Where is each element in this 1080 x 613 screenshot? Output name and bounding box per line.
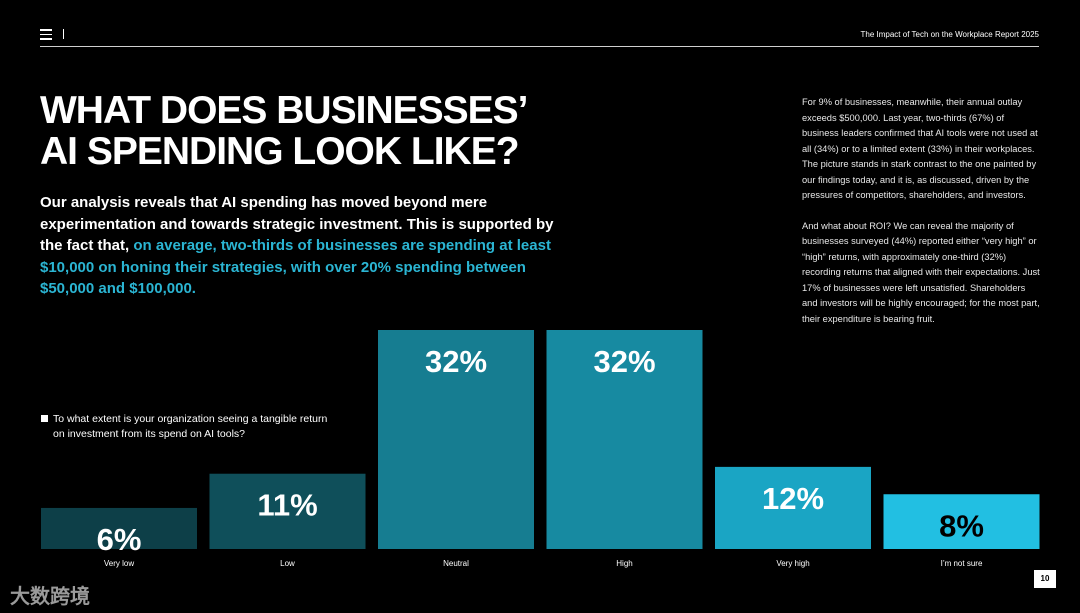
bar-chart: 6% Very low 11% Low 32% Neutral 32% High 12% Very… <box>41 330 1040 568</box>
lead-text: Our analysis reveals that AI spending ha… <box>40 194 554 254</box>
data-label-high: 32% <box>593 344 655 379</box>
bullet-square-icon <box>41 415 48 422</box>
sidebar-paragraph-2: And what about ROI? We can reveal the ma… <box>802 220 1040 324</box>
bar-very-high <box>715 466 871 549</box>
lead-paragraph: Our analysis reveals that AI spending ha… <box>40 192 580 300</box>
bar-low <box>209 473 366 549</box>
category-label-high: High <box>616 559 632 568</box>
lead-highlight: on average, two-thirds of businesses are… <box>40 237 551 297</box>
data-label-neutral: 32% <box>425 344 487 379</box>
bar-high <box>546 330 703 549</box>
category-label-very-low: Very low <box>104 559 134 568</box>
divider <box>63 29 64 39</box>
bar-neutral <box>378 330 534 549</box>
page-number: 10 <box>1034 570 1056 588</box>
data-label-i-m-not-sure: 8% <box>939 508 984 543</box>
sidebar-paragraph-1: For 9% of businesses, meanwhile, their a… <box>802 97 1038 200</box>
question-text: To what extent is your organization seei… <box>53 413 328 440</box>
watermark-logo: 大数跨境 <box>10 586 90 608</box>
top-bar: The Impact of Tech on the Workplace Repo… <box>40 26 1039 47</box>
page-title: What does businesses’ AI spending look l… <box>40 90 600 172</box>
report-title: The Impact of Tech on the Workplace Repo… <box>860 30 1039 39</box>
category-label-low: Low <box>280 559 295 568</box>
category-label-very-high: Very high <box>776 559 809 568</box>
data-label-very-low: 6% <box>97 522 142 557</box>
menu-icon[interactable] <box>40 29 52 40</box>
sidebar-text: For 9% of businesses, meanwhile, their a… <box>802 95 1042 342</box>
page-title-line-1: What does businesses’ <box>40 89 529 132</box>
data-label-very-high: 12% <box>762 481 824 516</box>
category-label-neutral: Neutral <box>443 559 469 568</box>
bar-i-m-not-sure <box>883 494 1040 549</box>
page-title-line-2: AI spending look like? <box>40 130 520 173</box>
bar-very-low <box>41 507 197 549</box>
category-label-i-m-not-sure: I’m not sure <box>941 559 983 568</box>
chart-question: To what extent is your organization seei… <box>41 412 341 442</box>
data-label-low: 11% <box>257 488 317 523</box>
